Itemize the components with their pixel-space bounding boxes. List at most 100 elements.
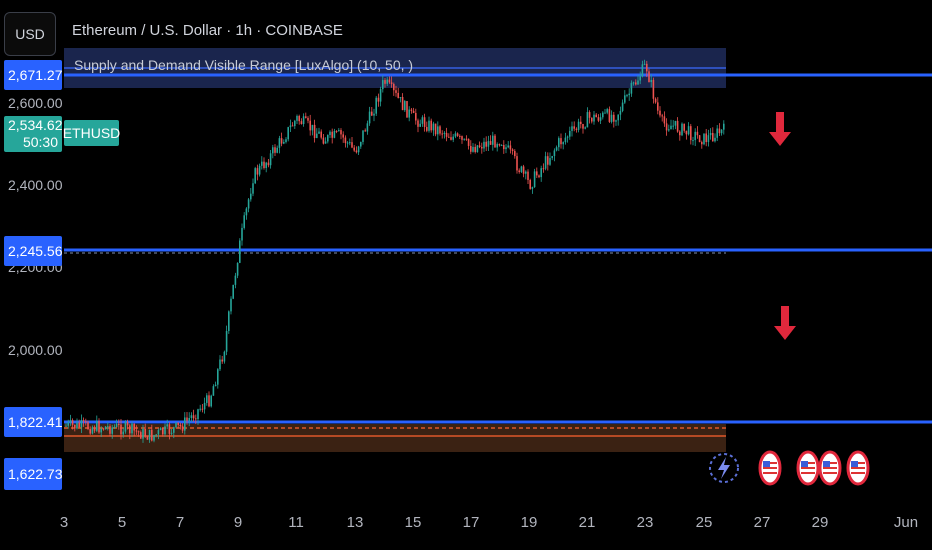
candle	[386, 76, 388, 87]
candle	[232, 284, 234, 300]
candle	[168, 422, 171, 440]
candle	[617, 114, 619, 126]
price-label-2600: 2,600.00	[8, 95, 63, 111]
candle	[643, 59, 646, 66]
time-tick: 13	[346, 514, 364, 531]
time-tick: 9	[233, 514, 243, 531]
candle	[151, 424, 153, 442]
candle	[573, 121, 575, 132]
candle	[571, 121, 573, 137]
time-tick: 17	[462, 514, 480, 531]
candle	[569, 126, 571, 140]
time-tick: 25	[695, 514, 713, 531]
time-tick: 7	[175, 514, 185, 531]
candle	[107, 422, 109, 431]
candle	[355, 146, 358, 154]
candle	[445, 127, 448, 142]
candle	[654, 97, 657, 104]
level-tag-bottom: 1,622.73	[4, 458, 63, 490]
candle	[170, 428, 173, 436]
time-tick: 11	[288, 514, 304, 531]
candle	[538, 174, 540, 179]
candle	[551, 155, 553, 161]
candle	[500, 144, 503, 147]
candle	[505, 144, 507, 154]
chart-title: Ethereum / U.S. Dollar · 1h · COINBASE	[72, 22, 343, 39]
candle	[441, 130, 443, 139]
candle	[256, 164, 259, 181]
candle	[252, 178, 254, 197]
candle	[676, 117, 679, 133]
candle	[208, 391, 210, 408]
candle	[311, 124, 314, 136]
candle	[184, 412, 186, 435]
candle	[624, 90, 626, 104]
candle	[298, 114, 300, 125]
candle	[344, 135, 347, 148]
candle	[96, 415, 98, 433]
candle	[111, 424, 113, 439]
arrow-down-icon	[774, 306, 796, 340]
candle	[122, 427, 124, 438]
candle	[716, 125, 718, 142]
candle	[109, 424, 111, 437]
candle	[146, 435, 149, 440]
candle	[82, 417, 85, 427]
current-price-value: 2,534.62	[8, 117, 63, 133]
candle	[632, 81, 635, 86]
candle	[448, 133, 450, 138]
countdown-timer: 50:30	[22, 134, 58, 150]
lightning-event-icon[interactable]	[706, 448, 742, 488]
candle	[203, 397, 206, 414]
candle	[456, 132, 459, 137]
candle	[443, 131, 446, 139]
candle	[366, 120, 369, 135]
us-flag-event-icon[interactable]	[840, 448, 876, 488]
candle	[206, 393, 208, 406]
candle	[685, 130, 688, 140]
candle	[553, 148, 556, 162]
candle	[230, 296, 232, 315]
candle	[120, 418, 122, 440]
candle	[89, 426, 91, 435]
candle	[93, 425, 96, 433]
candle	[322, 134, 325, 145]
candle	[201, 404, 204, 413]
candle	[346, 141, 349, 148]
time-tick: 29	[811, 514, 829, 531]
candle	[470, 140, 472, 155]
us-flag-event-icon[interactable]	[790, 448, 826, 488]
indicator-label[interactable]: Supply and Demand Visible Range [LuxAlgo…	[74, 57, 414, 73]
current-price-box: 2,534.62 50:30	[4, 116, 63, 152]
candle	[646, 60, 648, 78]
candle	[657, 97, 659, 115]
candle	[463, 138, 465, 141]
candle	[525, 170, 527, 180]
candle	[406, 100, 408, 118]
candle	[305, 112, 307, 119]
us-flag-event-icon[interactable]	[812, 448, 848, 488]
candle	[602, 111, 604, 120]
candle	[368, 106, 371, 126]
candle	[560, 133, 562, 149]
candle	[104, 426, 107, 430]
us-flag-event-icon[interactable]	[752, 448, 788, 488]
candle	[663, 111, 666, 127]
candle	[388, 76, 391, 84]
candle	[692, 136, 694, 146]
candle	[307, 116, 309, 124]
candle	[175, 422, 177, 429]
candle	[102, 427, 105, 431]
candle	[188, 412, 190, 426]
candle	[593, 110, 595, 125]
currency-button[interactable]: USD	[4, 12, 56, 56]
candle	[181, 423, 184, 434]
candle	[140, 430, 142, 439]
candle	[450, 131, 452, 141]
candle	[514, 149, 516, 159]
candle	[210, 394, 212, 408]
candle	[327, 134, 329, 144]
candle	[454, 131, 457, 139]
candle	[118, 419, 120, 430]
